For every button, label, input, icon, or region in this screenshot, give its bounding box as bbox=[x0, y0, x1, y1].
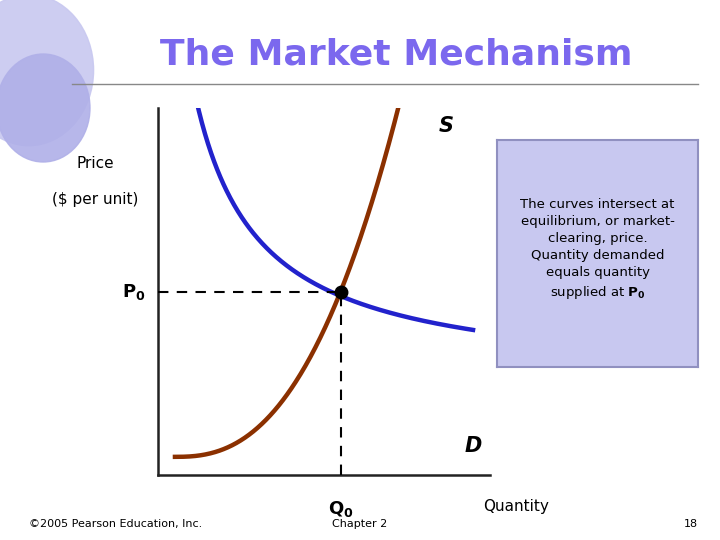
Text: The curves intersect at
equilibrium, or market-
clearing, price.
Quantity demand: The curves intersect at equilibrium, or … bbox=[521, 198, 675, 301]
Text: Quantity: Quantity bbox=[483, 499, 549, 514]
Text: The Market Mechanism: The Market Mechanism bbox=[160, 38, 632, 72]
Text: S: S bbox=[439, 116, 454, 137]
Text: $\mathbf{P_0}$: $\mathbf{P_0}$ bbox=[122, 281, 145, 302]
Text: Chapter 2: Chapter 2 bbox=[333, 519, 387, 529]
Text: $\mathbf{Q_0}$: $\mathbf{Q_0}$ bbox=[328, 499, 354, 519]
Text: ($ per unit): ($ per unit) bbox=[53, 192, 139, 207]
Text: Price: Price bbox=[76, 156, 114, 171]
Text: ©2005 Pearson Education, Inc.: ©2005 Pearson Education, Inc. bbox=[29, 519, 202, 529]
Text: 18: 18 bbox=[684, 519, 698, 529]
Text: D: D bbox=[464, 436, 482, 456]
